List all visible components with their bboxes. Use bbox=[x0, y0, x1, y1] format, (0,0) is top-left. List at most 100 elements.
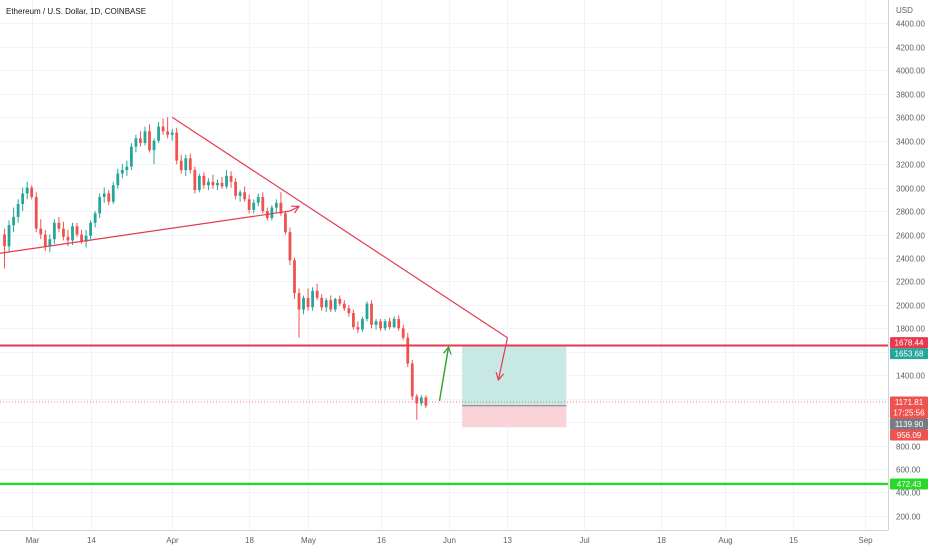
candle-body bbox=[66, 236, 70, 241]
candle-body bbox=[225, 175, 228, 187]
candle-body bbox=[220, 182, 224, 187]
candle bbox=[57, 216, 61, 233]
candle-body bbox=[75, 226, 79, 235]
x-tick-label: Jul bbox=[579, 536, 589, 545]
candle bbox=[397, 315, 401, 331]
candle bbox=[220, 177, 224, 189]
candle-body bbox=[370, 303, 373, 325]
candle bbox=[238, 189, 242, 202]
candle bbox=[288, 227, 292, 265]
candle bbox=[410, 359, 414, 400]
x-tick-label: 13 bbox=[503, 536, 512, 545]
levels bbox=[0, 344, 888, 486]
candle bbox=[3, 228, 6, 269]
candle bbox=[129, 143, 133, 171]
candle bbox=[43, 229, 47, 251]
x-tick-label: Mar bbox=[26, 536, 40, 545]
y-tick-label: 2600.00 bbox=[896, 232, 925, 241]
candle-body bbox=[12, 216, 15, 226]
candle bbox=[16, 199, 20, 223]
candle-body bbox=[392, 318, 396, 328]
candle bbox=[306, 288, 310, 311]
candle bbox=[161, 118, 165, 135]
candle bbox=[419, 395, 423, 406]
candle-body bbox=[397, 318, 401, 329]
candle bbox=[356, 321, 360, 334]
candle-body bbox=[347, 308, 351, 314]
candle-body bbox=[238, 192, 242, 196]
candle bbox=[134, 134, 138, 153]
candle bbox=[383, 318, 387, 331]
badge-1139-label: 1139.90 bbox=[895, 420, 924, 429]
y-tick-label: 800.00 bbox=[896, 443, 921, 452]
candle-body bbox=[315, 290, 319, 298]
candle-body bbox=[71, 226, 74, 241]
candle bbox=[311, 287, 315, 311]
candle bbox=[379, 318, 382, 331]
y-tick-label: 200.00 bbox=[896, 513, 921, 522]
candle-body bbox=[356, 327, 360, 330]
candle-body bbox=[229, 175, 233, 182]
candle-body bbox=[43, 234, 47, 247]
candle-body bbox=[98, 196, 102, 214]
candle bbox=[315, 283, 319, 301]
badge-1171-label: 1171.81 bbox=[895, 398, 924, 407]
x-tick-label: Apr bbox=[166, 536, 179, 545]
candle-body bbox=[111, 185, 115, 202]
candle-body bbox=[148, 131, 151, 151]
axis-currency-label: USD bbox=[896, 6, 913, 15]
candle-body bbox=[57, 222, 61, 229]
time-axis[interactable]: Mar 14 Apr 18 May 16 Jun 13 Jul 18 Aug 15 Sep bbox=[0, 530, 888, 546]
candle bbox=[116, 168, 120, 189]
candle-body bbox=[297, 293, 301, 310]
candle bbox=[284, 211, 287, 235]
candle bbox=[107, 189, 111, 206]
price-ticks: 200.00400.00600.00800.001000.001200.0014… bbox=[896, 20, 925, 522]
candle bbox=[75, 222, 79, 237]
candle-body bbox=[410, 363, 414, 397]
candle bbox=[52, 219, 56, 244]
candle-body bbox=[84, 235, 88, 242]
bounce-arrow bbox=[438, 346, 450, 402]
candle bbox=[179, 154, 183, 174]
candles bbox=[3, 117, 428, 420]
candle-body bbox=[7, 225, 11, 247]
y-tick-label: 4400.00 bbox=[896, 20, 925, 29]
candle-body bbox=[139, 138, 142, 144]
candle-body bbox=[338, 299, 342, 304]
x-tick-label: Sep bbox=[858, 536, 873, 545]
price-axis[interactable]: USD 200.00400.00600.00800.001000.001200.… bbox=[888, 0, 929, 530]
descending-trendline-arrow-head bbox=[495, 372, 505, 382]
candle-body bbox=[293, 260, 296, 294]
candle-body bbox=[424, 397, 428, 406]
candle-body bbox=[166, 131, 170, 135]
candle bbox=[229, 171, 233, 188]
candle bbox=[252, 199, 256, 214]
candle bbox=[30, 185, 34, 200]
badge-1678-label: 1678.44 bbox=[895, 339, 924, 348]
candle bbox=[374, 318, 378, 330]
candle bbox=[270, 205, 274, 221]
candle-body bbox=[48, 239, 52, 247]
candle bbox=[406, 333, 410, 368]
candle bbox=[170, 128, 174, 141]
y-tick-label: 2800.00 bbox=[896, 208, 925, 217]
candle bbox=[216, 179, 219, 190]
candle bbox=[274, 199, 278, 214]
candle-body bbox=[102, 193, 106, 197]
y-tick-label: 2200.00 bbox=[896, 278, 925, 287]
candle bbox=[102, 187, 106, 203]
candle-body bbox=[342, 303, 346, 309]
candle bbox=[401, 324, 405, 341]
badge-472-label: 472.43 bbox=[897, 480, 922, 489]
candle bbox=[34, 192, 38, 233]
candle-body bbox=[39, 228, 43, 235]
candle-body bbox=[129, 146, 133, 167]
candle bbox=[243, 186, 247, 202]
candle-body bbox=[401, 328, 405, 338]
ascending-trendline-arrow bbox=[289, 205, 300, 212]
candle-body bbox=[302, 297, 305, 310]
candle-body bbox=[62, 228, 65, 237]
candle bbox=[293, 257, 296, 300]
